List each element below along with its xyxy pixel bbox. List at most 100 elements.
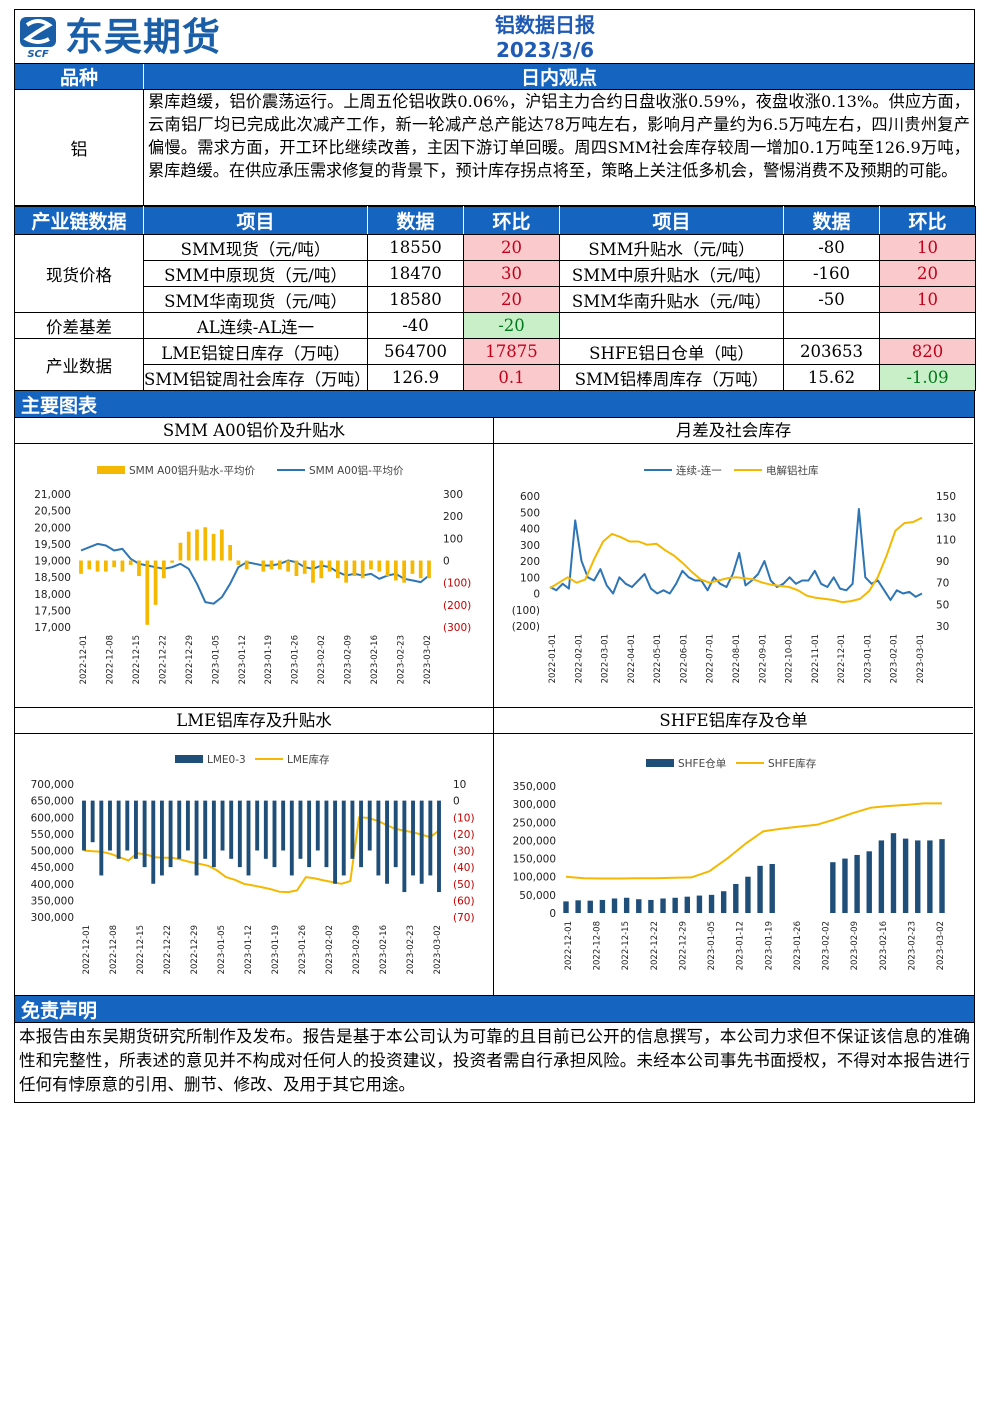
x-axis-tick: 2023-02-16 xyxy=(370,635,380,684)
x-axis-tick: 2023-01-26 xyxy=(793,921,803,970)
bar-mark xyxy=(324,800,329,868)
bar-mark xyxy=(159,800,164,876)
bar-mark xyxy=(220,800,225,851)
bar-mark xyxy=(79,560,83,574)
bar-mark xyxy=(203,800,208,859)
bar-mark xyxy=(660,898,666,913)
report-date: 2023/3/6 xyxy=(495,38,595,62)
bar-mark xyxy=(393,560,398,581)
bar-mark xyxy=(708,894,715,913)
bar-mark xyxy=(116,800,121,859)
y-axis-right-tick: 110 xyxy=(936,534,956,546)
x-axis-tick: 2023-02-16 xyxy=(379,925,389,974)
bar-mark xyxy=(128,560,133,565)
intraday-view-text: 累库趋缓，铝价震荡运行。上周五伦铝收跌0.06%，沪铝主力合约日盘收涨0.59%… xyxy=(148,92,970,180)
bar-mark xyxy=(294,560,299,577)
logo-mark-icon: SCF xyxy=(19,15,59,60)
bar-mark xyxy=(939,839,945,913)
legend-label: SHFE库存 xyxy=(768,757,817,770)
x-axis-tick: 2022-10-01 xyxy=(785,634,795,683)
table-header-cell: 数据 xyxy=(783,206,880,235)
bar-mark xyxy=(142,800,147,868)
y-axis-right-tick: 10 xyxy=(453,779,466,791)
x-axis-tick: 2023-02-23 xyxy=(397,635,407,684)
x-axis-tick: 2023-01-05 xyxy=(211,635,221,684)
bar-mark xyxy=(411,800,415,876)
bar-mark xyxy=(720,891,727,913)
bar-mark xyxy=(281,800,286,851)
bar-mark xyxy=(236,560,241,565)
item-cell xyxy=(559,312,784,339)
group-name-cell: 价差基差 xyxy=(14,312,144,339)
y-axis-left-tick: 21,000 xyxy=(34,489,71,501)
x-axis-tick: 2023-02-01 xyxy=(890,634,900,683)
y-axis-left-tick: 100,000 xyxy=(513,872,556,884)
x-axis-tick: 2023-01-05 xyxy=(707,921,717,970)
legend-label: SMM A00铝升贴水-平均价 xyxy=(129,464,255,477)
x-axis-tick: 2023-02-09 xyxy=(344,635,354,684)
bar-mark xyxy=(327,560,332,572)
x-axis-tick: 2022-12-01 xyxy=(79,635,89,684)
bar-mark xyxy=(335,560,340,579)
bar-mark xyxy=(333,800,338,884)
y-axis-left-tick: 300 xyxy=(520,540,540,552)
item-cell: SMM铝棒周库存（万吨） xyxy=(559,364,784,391)
bar-mark xyxy=(125,800,130,851)
table-header-cell: 数据 xyxy=(367,206,464,235)
y-axis-right-tick: (200) xyxy=(443,600,471,612)
item-cell: SMM华南升贴水（元/吨） xyxy=(559,286,784,313)
bar-mark xyxy=(228,544,233,561)
bar-mark xyxy=(648,899,654,913)
item-cell: SMM升贴水（元/吨） xyxy=(559,234,784,261)
y-axis-right-tick: 100 xyxy=(443,533,463,545)
legend-label: LME0-3 xyxy=(207,754,246,766)
bar-mark xyxy=(672,897,678,913)
y-axis-right-tick: (40) xyxy=(453,862,475,874)
bar-mark xyxy=(344,560,349,583)
bar-mark xyxy=(229,800,234,859)
x-axis-tick: 2023-01-12 xyxy=(238,635,248,684)
change-cell: 17875 xyxy=(463,338,560,365)
y-axis-left-tick: 17,000 xyxy=(34,622,71,634)
y-axis-left-tick: 200,000 xyxy=(513,835,556,847)
y-axis-right-tick: 0 xyxy=(453,796,460,808)
bar-mark xyxy=(769,864,775,913)
x-axis-tick: 2022-12-08 xyxy=(109,925,119,974)
value-cell xyxy=(783,312,880,339)
bar-mark xyxy=(255,800,260,851)
bar-mark xyxy=(418,560,423,579)
table-row: 现货价格 SMM现货（元/吨） 18550 20 SMM升贴水（元/吨） -80 10 xyxy=(14,234,976,313)
x-axis-tick: 2023-01-12 xyxy=(736,921,746,970)
x-axis-tick: 2022-12-22 xyxy=(650,921,660,970)
y-axis-right-tick: 300 xyxy=(443,489,463,501)
bar-mark xyxy=(272,800,277,868)
bar-mark xyxy=(341,800,346,876)
y-axis-right-tick: 150 xyxy=(936,491,956,503)
bar-mark xyxy=(185,800,190,851)
x-axis-tick: 2022-12-29 xyxy=(678,921,688,970)
bar-mark xyxy=(90,800,95,843)
bar-mark xyxy=(95,560,100,572)
y-axis-left-tick: 100 xyxy=(520,572,540,584)
chart-lme-svg: LME0-3 LME库存 700,000 650,000 600,000 550,000 5… xyxy=(31,753,475,974)
bar-mark xyxy=(427,560,431,579)
bar-mark xyxy=(359,800,364,868)
y-axis-right-tick: (50) xyxy=(453,879,475,891)
item-cell: SMM铝锭周社会库存（万吨） xyxy=(143,364,368,391)
x-axis-tick: 2023-01-19 xyxy=(271,925,281,974)
x-axis-tick: 2023-02-16 xyxy=(879,921,889,970)
chart-title: 月差及社会库存 xyxy=(494,418,973,444)
series-line xyxy=(565,802,942,880)
bar-mark xyxy=(367,800,372,851)
chart-lme: LME铝库存及升贴水 LME0-3 LME库存 700,000 650,000 600,… xyxy=(15,707,494,995)
bar-mark xyxy=(82,800,86,851)
legend-swatch-icon xyxy=(175,755,203,763)
y-axis-left-tick: (100) xyxy=(512,605,540,617)
y-axis-right-tick: 50 xyxy=(936,599,949,611)
bar-mark xyxy=(261,560,266,572)
bar-mark xyxy=(890,833,897,913)
bar-mark xyxy=(289,800,294,876)
bar-mark xyxy=(830,862,836,913)
legend-swatch-icon xyxy=(646,759,674,767)
y-axis-left-tick: 0 xyxy=(533,589,540,601)
